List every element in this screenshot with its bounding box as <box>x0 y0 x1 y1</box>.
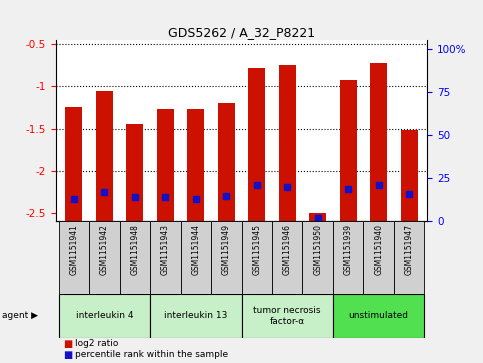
Bar <box>150 294 242 338</box>
Bar <box>279 65 296 221</box>
Bar <box>248 68 265 221</box>
Text: interleukin 4: interleukin 4 <box>75 311 133 320</box>
Text: GSM1151943: GSM1151943 <box>161 224 170 275</box>
Text: percentile rank within the sample: percentile rank within the sample <box>75 350 228 359</box>
Bar <box>150 221 181 294</box>
Bar <box>363 221 394 294</box>
Bar <box>401 130 417 221</box>
Text: unstimulated: unstimulated <box>349 311 409 320</box>
Bar <box>58 221 89 294</box>
Bar <box>394 221 425 294</box>
Bar <box>370 63 387 221</box>
Text: GSM1151942: GSM1151942 <box>100 224 109 275</box>
Text: agent ▶: agent ▶ <box>2 311 39 320</box>
Bar <box>302 221 333 294</box>
Bar <box>127 125 143 221</box>
Text: tumor necrosis
factor-α: tumor necrosis factor-α <box>254 306 321 326</box>
Bar <box>58 294 150 338</box>
Bar <box>242 294 333 338</box>
Text: interleukin 13: interleukin 13 <box>164 311 227 320</box>
Bar <box>340 79 356 221</box>
Bar <box>66 107 82 221</box>
Text: GSM1151946: GSM1151946 <box>283 224 292 275</box>
Bar <box>89 221 120 294</box>
Text: GSM1151949: GSM1151949 <box>222 224 231 275</box>
Text: GSM1151948: GSM1151948 <box>130 224 139 275</box>
Bar <box>333 221 363 294</box>
Text: ■: ■ <box>63 350 72 360</box>
Text: GSM1151945: GSM1151945 <box>252 224 261 275</box>
Bar <box>272 221 302 294</box>
Bar <box>187 109 204 221</box>
Bar <box>120 221 150 294</box>
Text: GSM1151939: GSM1151939 <box>344 224 353 275</box>
Bar <box>242 221 272 294</box>
Text: GSM1151950: GSM1151950 <box>313 224 322 275</box>
Text: GSM1151940: GSM1151940 <box>374 224 383 275</box>
Bar <box>96 91 113 221</box>
Title: GDS5262 / A_32_P8221: GDS5262 / A_32_P8221 <box>168 26 315 39</box>
Bar <box>211 221 242 294</box>
Bar <box>157 109 174 221</box>
Text: GSM1151941: GSM1151941 <box>70 224 78 275</box>
Bar <box>181 221 211 294</box>
Text: GSM1151947: GSM1151947 <box>405 224 413 275</box>
Bar <box>309 213 326 221</box>
Text: ■: ■ <box>63 339 72 350</box>
Text: GSM1151944: GSM1151944 <box>191 224 200 275</box>
Bar <box>333 294 425 338</box>
Bar <box>218 103 235 221</box>
Text: log2 ratio: log2 ratio <box>75 339 118 348</box>
